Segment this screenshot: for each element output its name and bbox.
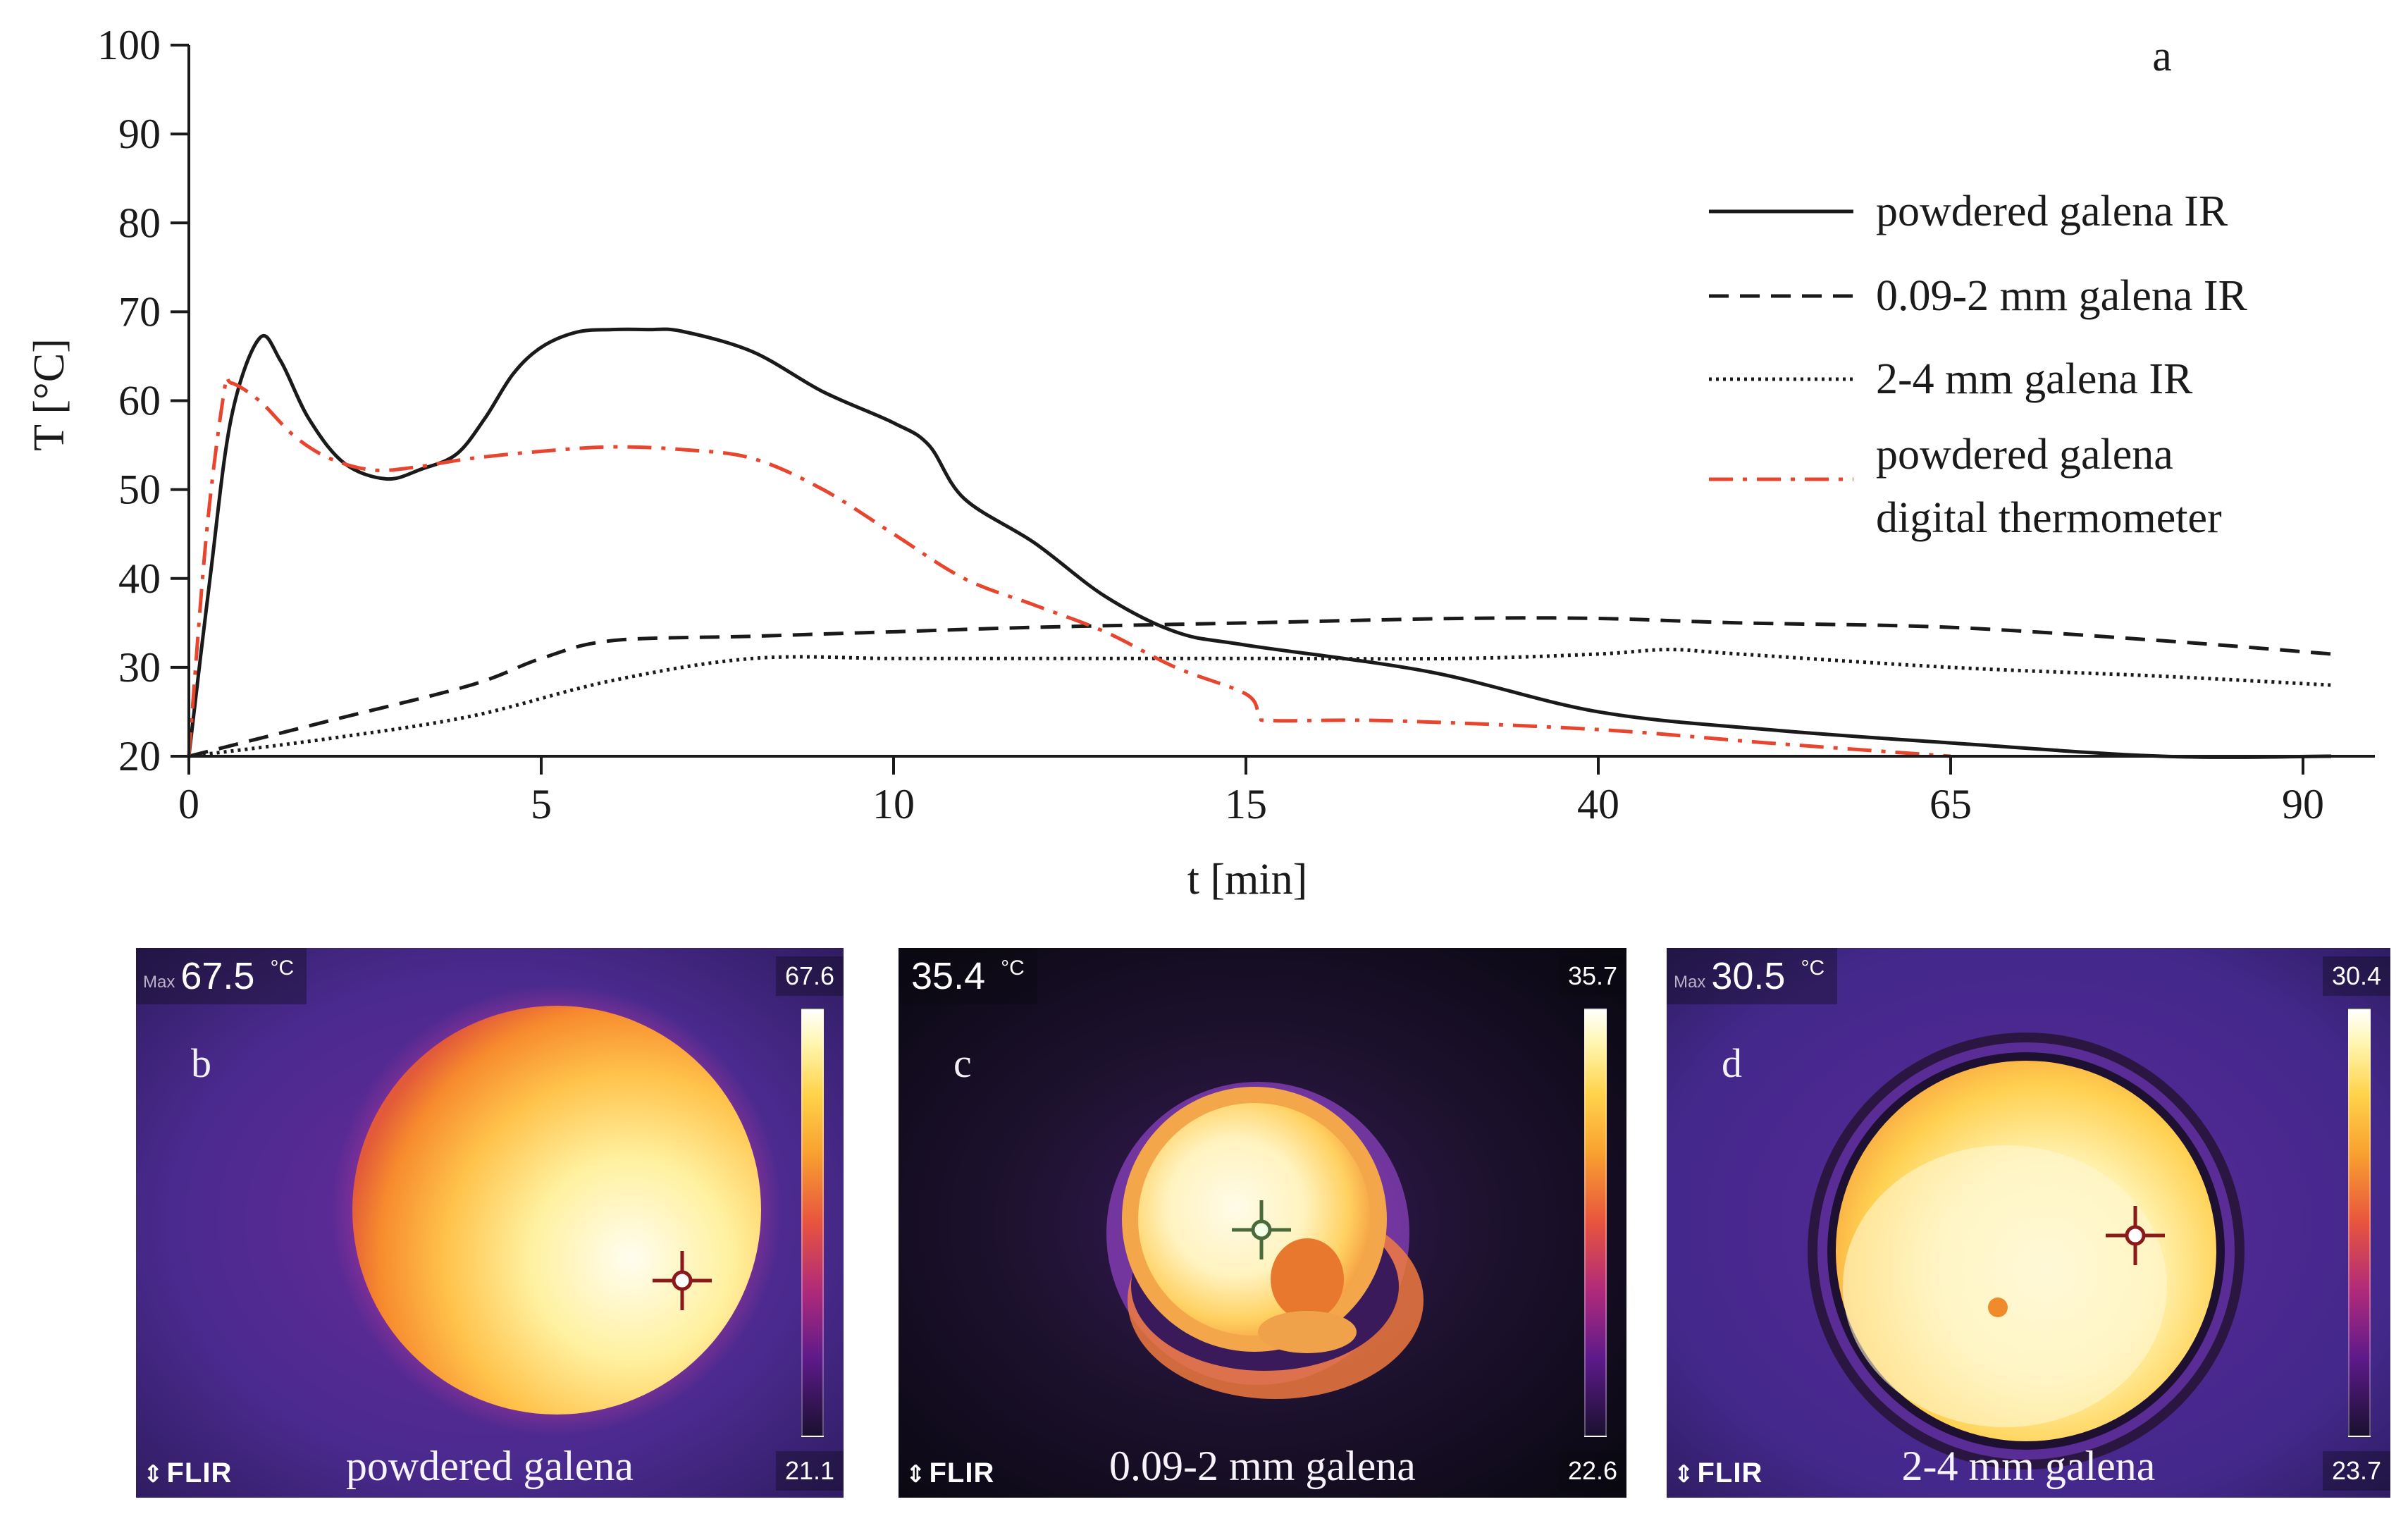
max-temp-readout: Max 30.5 °C: [1667, 948, 1838, 1004]
y-tick-label: 30: [118, 644, 161, 691]
scale-max-value: 67.6: [776, 956, 844, 996]
y-tick-label: 40: [118, 555, 161, 602]
image-caption: 0.09-2 mm galena: [1109, 1443, 1416, 1489]
flir-arrows-icon: ⇕: [906, 1461, 927, 1488]
max-prefix: Max: [143, 973, 175, 992]
scale-min-value: 22.6: [1559, 1451, 1626, 1491]
y-tick-label: 70: [118, 288, 161, 335]
crosshair-icon: [1232, 1200, 1291, 1259]
max-temp-value: 67.5: [180, 955, 255, 997]
max-temp-readout: 35.4 °C: [899, 948, 1037, 1004]
flir-logo: ⇕ FLIR: [1674, 1458, 1762, 1489]
legend-label: 0.09-2 mm galena IR: [1876, 272, 2248, 320]
thermal-image-b: Max 67.5 °C 67.6 21.1 b powdered galena …: [136, 948, 844, 1498]
y-tick-label: 80: [118, 199, 161, 246]
image-caption: powdered galena: [345, 1443, 634, 1489]
y-axis-label: T [°C]: [25, 338, 73, 451]
colorbar: [2348, 1008, 2371, 1437]
colorbar: [801, 1008, 824, 1437]
thermal-image-b-picture: [136, 948, 844, 1498]
panel-label-d: d: [1722, 1040, 1742, 1086]
series-line-dashdot: [187, 375, 1951, 758]
image-caption: 2-4 mm galena: [1901, 1443, 2156, 1489]
thermal-image-d-picture: [1667, 948, 2390, 1498]
temp-unit: °C: [270, 956, 295, 980]
legend-label: powdered galena: [1876, 431, 2173, 479]
y-tick-label: 20: [118, 733, 161, 779]
x-tick-label: 5: [531, 781, 552, 827]
legend-label: 2-4 mm galena IR: [1876, 355, 2193, 403]
temp-unit: °C: [1001, 956, 1025, 980]
scale-min-value: 21.1: [776, 1451, 844, 1491]
y-tick-label: 90: [118, 111, 161, 157]
legend: powdered galena IR 0.09-2 mm galena IR 2…: [1709, 187, 2248, 542]
max-temp-value: 35.4: [911, 955, 986, 997]
legend-label: powdered galena IR: [1876, 187, 2228, 235]
y-tick-label: 60: [118, 378, 161, 424]
x-axis-label: t [min]: [1187, 856, 1307, 904]
x-tick-label: 65: [1930, 781, 1972, 827]
crosshair-icon: [2106, 1206, 2165, 1265]
series-line-dashed: [188, 616, 2332, 758]
panel-label-a: a: [2152, 32, 2172, 80]
flir-arrows-icon: ⇕: [143, 1461, 164, 1488]
flir-brand: FLIR: [166, 1458, 233, 1489]
scale-min-value: 23.7: [2323, 1451, 2390, 1491]
max-temp-value: 30.5: [1711, 955, 1786, 997]
x-tick-label: 10: [872, 781, 915, 827]
flir-logo: ⇕ FLIR: [906, 1458, 994, 1489]
y-tick-label: 50: [118, 467, 161, 513]
max-temp-readout: Max 67.5 °C: [136, 948, 307, 1004]
x-tick-label: 15: [1225, 781, 1267, 827]
panel-label-b: b: [191, 1040, 211, 1086]
x-tick-label: 0: [178, 781, 199, 827]
temp-unit: °C: [1801, 956, 1825, 980]
thermal-image-c-picture: [899, 948, 1626, 1498]
flir-brand: FLIR: [929, 1458, 995, 1489]
colorbar: [1584, 1008, 1607, 1437]
flir-logo: ⇕ FLIR: [143, 1458, 232, 1489]
thermal-image-d: Max 30.5 °C 30.4 23.7 d 2-4 mm galena ⇕ F…: [1667, 948, 2390, 1498]
crosshair-icon: [653, 1251, 712, 1310]
legend-label: digital thermometer: [1876, 494, 2222, 542]
thermal-image-c: 35.4 °C 35.7 22.6 c 0.09-2 mm galena ⇕ FL…: [899, 948, 1626, 1498]
series-line-dotted: [188, 648, 2332, 758]
max-prefix: Max: [1674, 973, 1706, 992]
flir-arrows-icon: ⇕: [1674, 1461, 1695, 1488]
flir-brand: FLIR: [1697, 1458, 1763, 1489]
series-line-solid: [187, 327, 2332, 759]
scale-max-value: 30.4: [2323, 956, 2390, 996]
x-tick-label: 90: [2282, 781, 2324, 827]
panel-label-c: c: [953, 1040, 972, 1086]
y-tick-label: 100: [97, 22, 161, 68]
scale-max-value: 35.7: [1559, 956, 1626, 996]
x-tick-label: 40: [1577, 781, 1619, 827]
